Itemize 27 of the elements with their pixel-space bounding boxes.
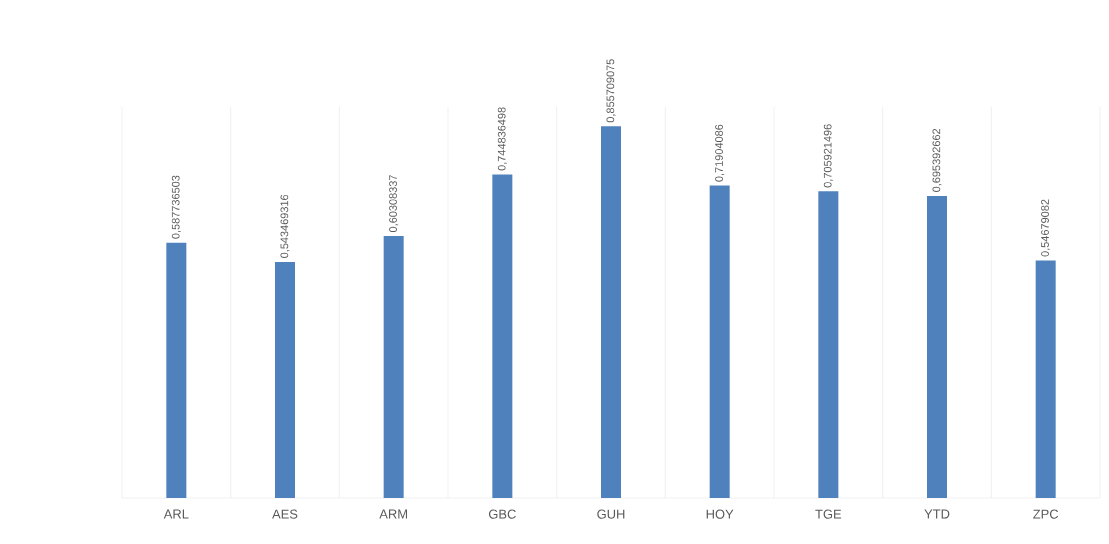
x-tick-label: ZPC [1033,509,1059,519]
bar [166,242,187,498]
bar [492,174,513,498]
data-label: 0,705921496 [823,124,833,188]
x-tick-label: ARM [379,509,407,519]
bar [927,195,947,498]
bar [818,191,839,498]
bar [275,261,295,498]
bar [383,236,404,498]
data-label: 0,60308337 [389,175,399,233]
data-label: 0,587736503 [171,175,181,239]
x-tick-label: TGE [815,509,842,519]
bar [601,126,621,498]
data-label: 0,855709075 [606,59,616,123]
data-label: 0,54679082 [1041,199,1051,257]
x-tick-label: HOY [706,509,734,519]
data-label: 0,695392662 [932,128,942,192]
data-label: 0,744836498 [497,107,507,171]
bar [709,185,730,498]
data-label: 0,71904086 [715,124,725,182]
x-tick-label: GUH [597,509,625,519]
x-tick-label: ARL [163,509,189,519]
x-tick-label: GBC [488,509,516,519]
x-tick-label: YTD [924,509,950,519]
bar [1035,260,1056,498]
x-tick-label: AES [272,509,298,519]
data-label: 0,543469316 [280,194,290,258]
